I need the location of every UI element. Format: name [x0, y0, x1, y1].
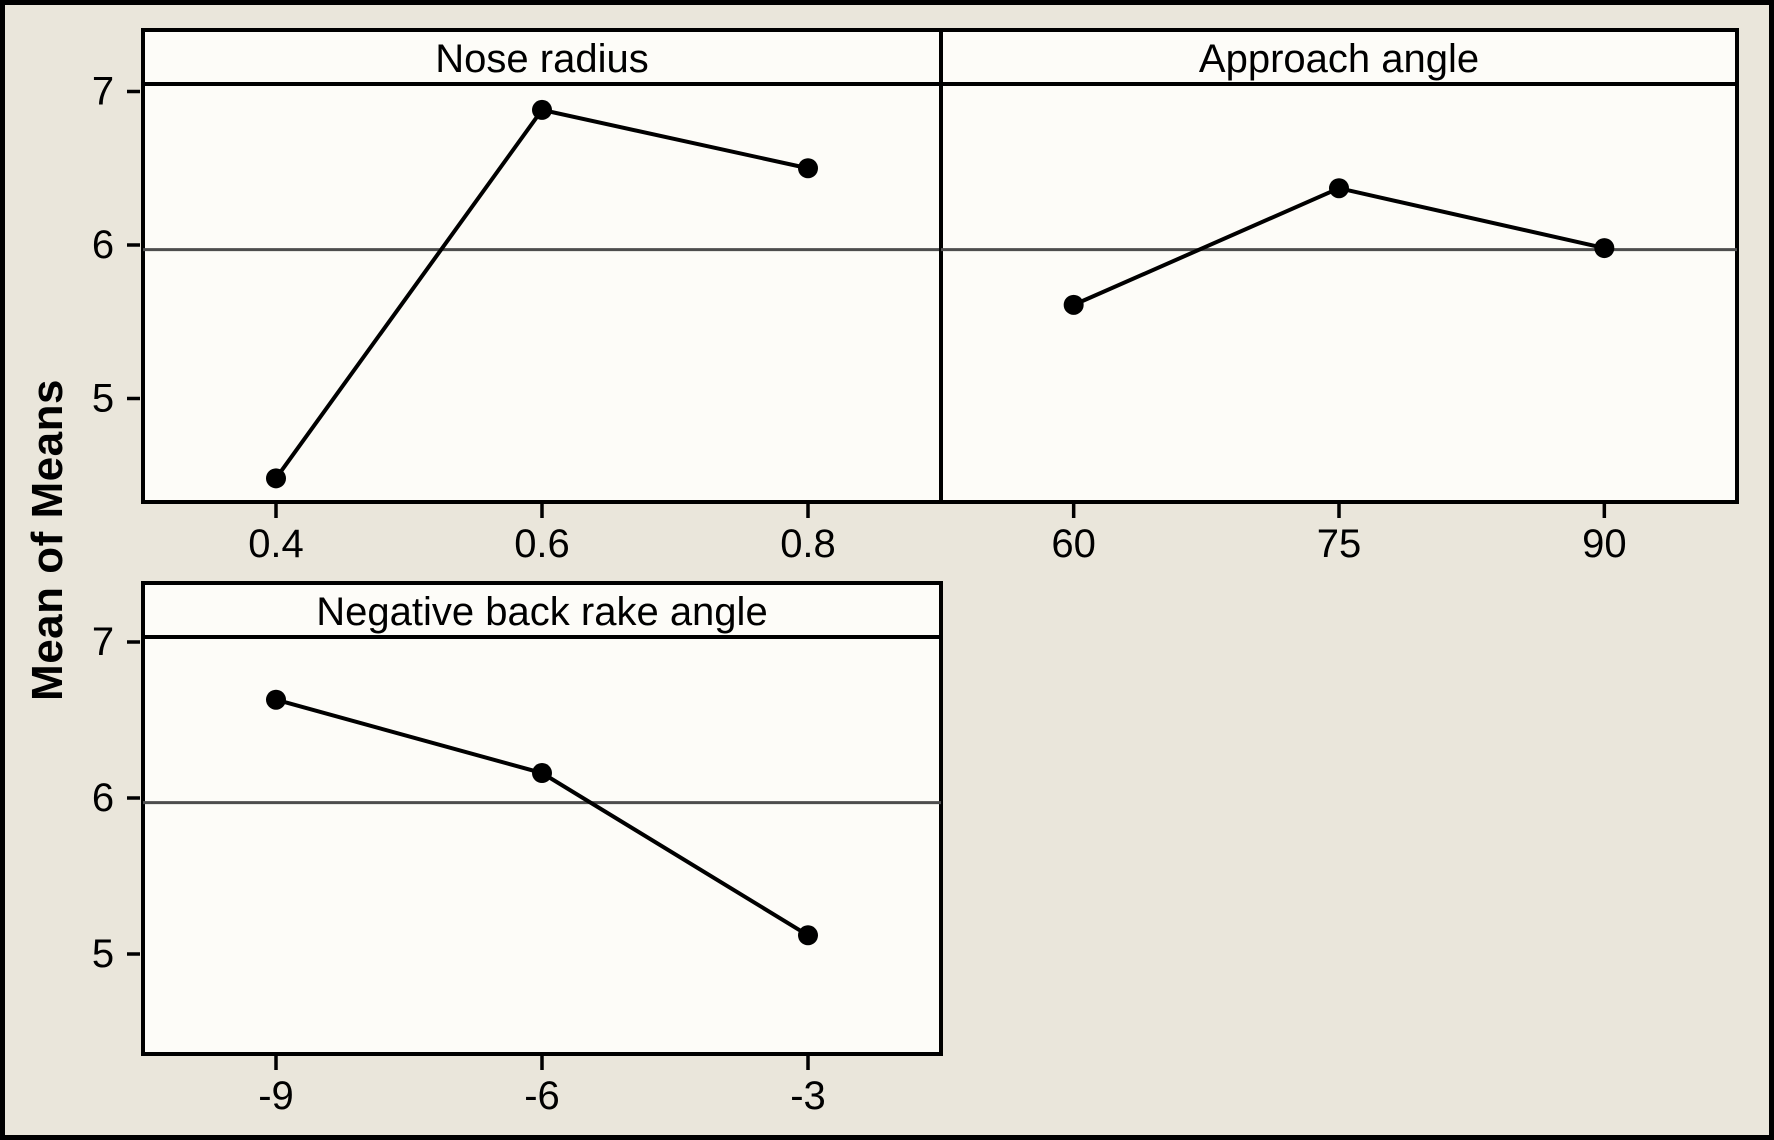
y-tick-label: 7: [92, 620, 114, 664]
y-axis-label: Mean of Means: [23, 379, 72, 701]
panel-title: Approach angle: [1199, 37, 1479, 81]
x-tick-label: 0.4: [248, 522, 304, 566]
data-point: [1594, 238, 1615, 259]
data-point: [1063, 294, 1084, 315]
data-point: [1329, 178, 1349, 199]
data-point: [532, 99, 552, 120]
x-tick-label: -6: [524, 1074, 560, 1118]
y-tick-label: 5: [92, 932, 114, 976]
y-tick-label: 6: [92, 776, 114, 820]
data-point: [266, 689, 286, 710]
x-tick-label: 60: [1051, 522, 1096, 566]
data-point: [532, 763, 552, 784]
y-tick-label: 5: [92, 377, 114, 421]
panel-title: Nose radius: [435, 37, 648, 81]
data-point: [798, 158, 818, 179]
x-tick-label: 90: [1582, 522, 1627, 566]
y-tick-label: 6: [92, 223, 114, 267]
y-tick-label: 7: [92, 70, 114, 114]
panel-title-strip: [141, 28, 943, 86]
panel-title-strip: [939, 28, 1739, 86]
x-tick-label: 0.8: [780, 522, 836, 566]
data-point: [266, 468, 286, 489]
x-tick-label: 75: [1317, 522, 1362, 566]
data-point: [798, 925, 818, 946]
panel-border: [141, 581, 943, 1056]
x-tick-label: -3: [790, 1074, 826, 1118]
x-tick-label: 0.6: [514, 522, 570, 566]
panel-title: Negative back rake angle: [316, 590, 767, 634]
x-tick-label: -9: [258, 1074, 294, 1118]
panel-border: [939, 28, 1739, 504]
panel-title-strip: [141, 581, 943, 639]
